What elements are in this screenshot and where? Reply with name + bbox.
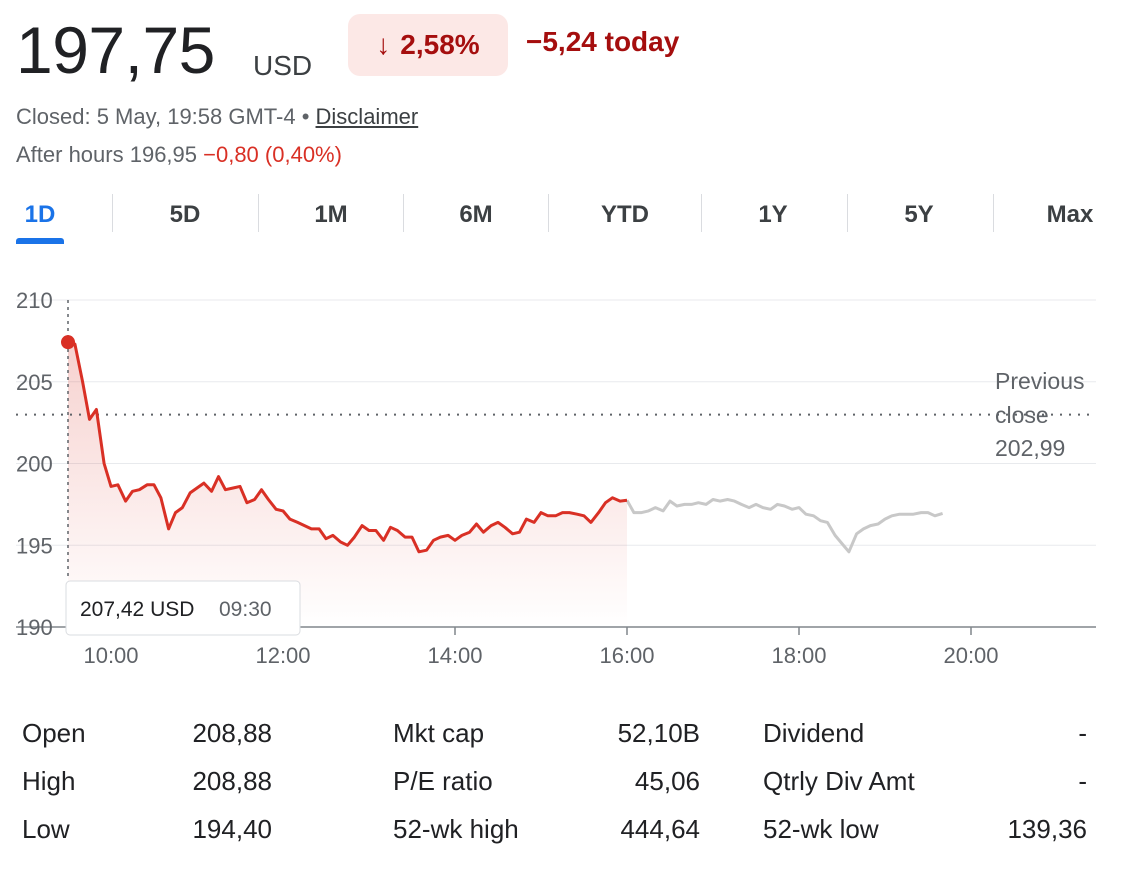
extended-hours-line — [625, 498, 944, 554]
tab-divider — [258, 194, 259, 232]
y-tick-label: 190 — [16, 615, 53, 640]
stat-label: High — [22, 766, 76, 796]
hover-tooltip: 207,42 USD 09:30 — [65, 580, 301, 636]
change-today: −5,24 today — [526, 26, 680, 57]
previous-close-label-line1: Previous — [995, 368, 1084, 394]
regular-session-area — [68, 342, 627, 627]
stat-value: - — [1078, 766, 1087, 796]
stat-label: Dividend — [763, 718, 865, 748]
stat-label: Mkt cap — [393, 718, 485, 748]
x-tick-label: 12:00 — [255, 643, 310, 668]
tab-1y[interactable]: 1Y — [758, 201, 788, 228]
stat-value: 52,10B — [617, 718, 700, 748]
regular-session-line — [67, 340, 628, 554]
stat-label: Open — [22, 718, 86, 748]
stat-value: 45,06 — [634, 766, 700, 796]
current-price: 197,75 — [16, 13, 215, 87]
y-tick-label: 195 — [16, 533, 53, 558]
stat-value: 194,40 — [192, 814, 272, 844]
change-percent-badge: ↓ 2,58% — [348, 14, 508, 76]
x-tick-label: 20:00 — [943, 643, 998, 668]
after-hours-line: After hours 196,95 −0,80 (0,40%) — [16, 142, 342, 168]
arrow-down-icon: ↓ — [376, 29, 391, 60]
tab-divider — [112, 194, 113, 232]
y-tick-label: 210 — [16, 288, 53, 313]
after-hours-change: −0,80 (0,40%) — [203, 142, 342, 167]
tooltip-time: 09:30 — [219, 598, 272, 621]
stat-label: 52-wk high — [393, 814, 519, 844]
time-range-tabs: 1D 5D 1M 6M YTD 1Y 5Y Max — [0, 190, 1130, 246]
x-tick-label: 14:00 — [427, 643, 482, 668]
tab-divider — [993, 194, 994, 232]
tab-divider — [847, 194, 848, 232]
tab-1m[interactable]: 1M — [314, 201, 348, 228]
tab-divider — [403, 194, 404, 232]
previous-close-label-line2: close — [995, 402, 1049, 428]
x-tick-label: 18:00 — [771, 643, 826, 668]
after-hours-price: After hours 196,95 — [16, 142, 204, 167]
tooltip-price: 207,42 USD — [80, 598, 194, 621]
currency-label: USD — [253, 50, 313, 81]
tab-ytd[interactable]: YTD — [601, 201, 649, 228]
price-chart[interactable]: 210 205 200 195 190 10:00 12:00 14:00 16:00 18:00… — [0, 270, 1130, 690]
tab-divider — [701, 194, 702, 232]
tab-5y[interactable]: 5Y — [904, 201, 934, 228]
previous-close-value: 202,99 — [995, 435, 1065, 461]
hover-point — [61, 335, 75, 350]
x-tick-label: 16:00 — [599, 643, 654, 668]
stat-label: 52-wk low — [763, 814, 879, 844]
key-stats-table: Open 208,88 High 208,88 Low 194,40 Mkt cap 52,1… — [0, 708, 1130, 868]
stat-value: 444,64 — [620, 814, 700, 844]
change-percent: 2,58% — [400, 29, 480, 60]
tab-5d[interactable]: 5D — [169, 201, 201, 228]
x-tick-label: 10:00 — [83, 643, 138, 668]
y-tick-label: 200 — [16, 452, 53, 477]
closed-status-text: Closed: 5 May, 19:58 GMT-4 • — [16, 104, 316, 129]
tab-6m[interactable]: 6M — [459, 201, 493, 228]
market-status: Closed: 5 May, 19:58 GMT-4 • Disclaimer — [16, 104, 418, 130]
stat-label: P/E ratio — [393, 766, 493, 796]
y-tick-label: 205 — [16, 370, 53, 395]
tab-max[interactable]: Max — [1046, 201, 1094, 228]
stat-value: 208,88 — [192, 766, 272, 796]
previous-close-label: Previous close 202,99 — [995, 368, 1084, 461]
stat-value: 208,88 — [192, 718, 272, 748]
disclaimer-link[interactable]: Disclaimer — [315, 104, 419, 129]
stat-label: Low — [22, 814, 70, 844]
stat-value: - — [1078, 718, 1087, 748]
stat-value: 139,36 — [1007, 814, 1087, 844]
stat-label: Qtrly Div Amt — [763, 766, 915, 796]
active-tab-indicator — [16, 238, 64, 244]
tab-1d[interactable]: 1D — [24, 201, 56, 228]
tab-divider — [548, 194, 549, 232]
